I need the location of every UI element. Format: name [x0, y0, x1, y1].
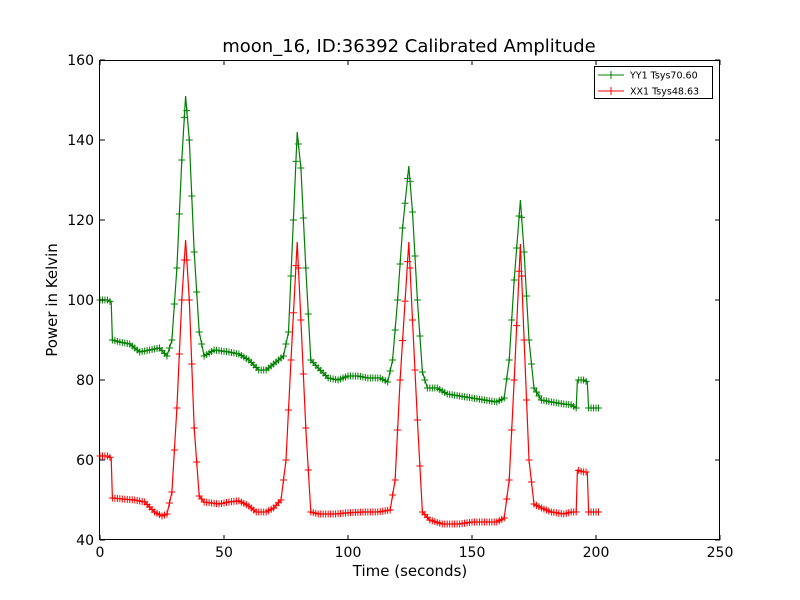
- series-markers-1: [96, 107, 602, 412]
- legend-label-2: XX1 Tsys48.63: [630, 87, 699, 98]
- plot-area: [96, 95, 602, 528]
- y-tick-label: 160: [67, 53, 94, 69]
- x-tick-label: 150: [459, 545, 486, 561]
- legend-box: [594, 66, 713, 99]
- legend-label-1: YY1 Tsys70.60: [629, 71, 698, 82]
- y-tick-label: 140: [67, 133, 94, 149]
- x-tick-label: 50: [215, 545, 233, 561]
- legend: YY1 Tsys70.60 XX1 Tsys48.63: [594, 66, 713, 99]
- y-tick-label: 60: [76, 453, 94, 469]
- x-tick-label: 100: [335, 545, 362, 561]
- axis-ticks: 0 50 100 150 200 250 40 60 80 100 120 140 160: [67, 53, 733, 561]
- x-tick-label: 0: [96, 545, 105, 561]
- x-axis-label: Time (seconds): [352, 562, 468, 580]
- x-tick-label: 250: [707, 545, 734, 561]
- y-tick-label: 100: [67, 293, 94, 309]
- series-markers-2: [96, 256, 602, 528]
- y-tick-label: 120: [67, 213, 94, 229]
- chart-title: moon_16, ID:36392 Calibrated Amplitude: [222, 36, 596, 57]
- x-tick-label: 200: [583, 545, 610, 561]
- y-tick-label: 80: [76, 373, 94, 389]
- y-tick-label: 40: [76, 533, 94, 549]
- y-axis-label: Power in Kelvin: [43, 243, 61, 357]
